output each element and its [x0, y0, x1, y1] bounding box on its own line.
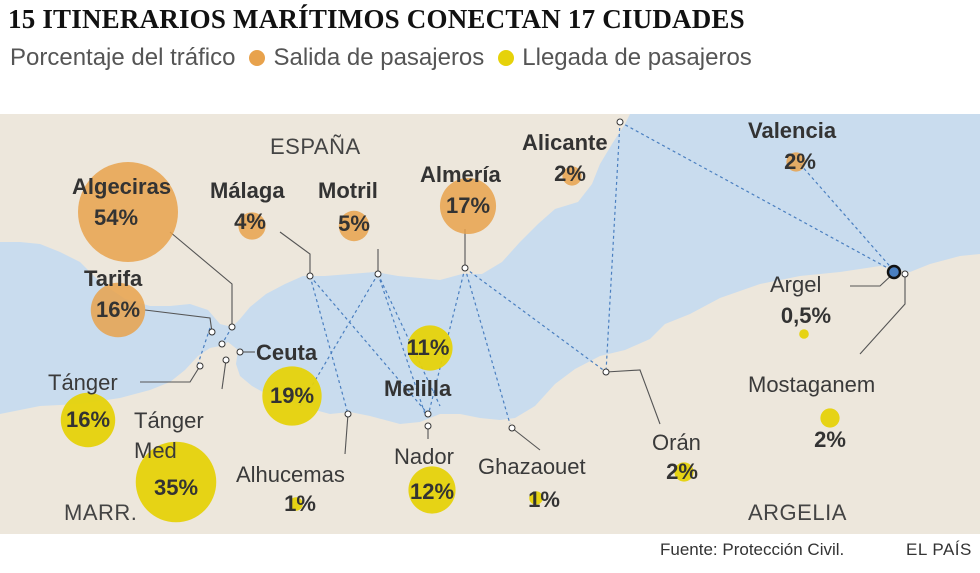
region-algeria: ARGELIA: [748, 500, 847, 525]
region-spain: ESPAÑA: [270, 134, 361, 159]
bubble-ceuta: [262, 366, 322, 426]
city-name-tarifa: Tarifa: [84, 266, 143, 291]
legend: Porcentaje del tráfico Salida de pasajer…: [10, 44, 752, 72]
land-spain: [0, 114, 630, 327]
bubble-argel: [799, 329, 809, 339]
city-name-ceuta: Ceuta: [256, 340, 318, 365]
bubble-algeciras: [78, 162, 178, 262]
bubble-tanger: [60, 392, 116, 448]
pct-valencia: 2%: [784, 149, 816, 174]
bubble-nador: [408, 466, 456, 514]
pct-malaga: 4%: [234, 209, 266, 234]
pct-motril: 5%: [338, 211, 370, 236]
port-markers: [196, 118, 909, 432]
legend-departure-label: Salida de pasajeros: [273, 44, 485, 71]
bubble-oran: [674, 462, 694, 482]
city-name-nador: Nador: [394, 444, 454, 469]
pct-alhucemas: 1%: [284, 491, 316, 516]
city-name-motril: Motril: [318, 178, 378, 203]
legend-label: Porcentaje del tráfico: [10, 44, 236, 71]
bubble-melilla: [407, 325, 453, 371]
legend-arrival-label: Llegada de pasajeros: [522, 44, 752, 71]
pct-mostaganem: 2%: [814, 427, 846, 452]
arrival-swatch: [498, 50, 515, 66]
routes: [197, 121, 896, 425]
bubble-valencia: [786, 152, 806, 172]
city-name-almeria: Almería: [420, 162, 501, 187]
city-name-algeciras: Algeciras: [72, 174, 172, 199]
departure-swatch: [249, 50, 266, 66]
leader-lines: [140, 229, 906, 455]
bubble-alicante: [562, 166, 582, 186]
bubble-almeria: [439, 177, 497, 235]
bubble-tarifa: [90, 282, 146, 338]
city-name-tanger-med: Tánger Med: [134, 408, 204, 463]
map-area: ESPAÑA MARR. ARGELIA Algeciras Tarifa Má…: [0, 114, 980, 534]
city-name-alicante: Alicante: [522, 130, 608, 155]
city-name-alhucemas: Alhucemas: [236, 462, 345, 487]
land-north-africa: [0, 254, 980, 534]
pct-melilla: 11%: [406, 335, 450, 360]
pct-alicante: 2%: [554, 161, 586, 186]
city-name-valencia: Valencia: [748, 118, 837, 143]
bubbles: [60, 152, 840, 523]
source-note: Fuente: Protección Civil.: [660, 540, 845, 559]
city-name-oran: Orán: [652, 430, 701, 455]
valencia-port-marker: [886, 264, 902, 280]
bubble-tanger-med: [135, 441, 217, 523]
pct-ghazaouet: 1%: [528, 487, 560, 512]
city-name-malaga: Málaga: [210, 178, 285, 203]
pct-ceuta: 19%: [269, 383, 315, 408]
pct-argel: 0,5%: [780, 303, 832, 328]
bubble-mostaganem: [820, 408, 840, 428]
bubble-alhucemas: [289, 497, 303, 511]
city-name-ghazaouet: Ghazaouet: [478, 454, 586, 479]
pct-tanger-med: 35%: [153, 475, 199, 500]
pct-tanger: 16%: [65, 407, 111, 432]
city-name-tanger: Tánger: [48, 370, 118, 395]
city-name-argel: Argel: [770, 272, 822, 297]
region-morocco: MARR.: [64, 500, 138, 525]
brand-logo: EL PAÍS: [906, 540, 972, 559]
pct-nador: 12%: [409, 479, 455, 504]
city-name-mostaganem: Mostaganem: [748, 372, 876, 397]
pct-almeria: 17%: [445, 193, 491, 218]
pct-oran: 2%: [666, 459, 698, 484]
bubble-malaga: [238, 212, 266, 240]
pct-algeciras: 54%: [93, 205, 139, 230]
map-title: 15 ITINERARIOS MARÍTIMOS CONECTAN 17 CIU…: [8, 4, 745, 34]
pct-tarifa: 16%: [95, 297, 141, 322]
bubble-ghazaouet: [529, 491, 543, 505]
map-canvas: [0, 114, 980, 534]
bubble-motril: [338, 210, 370, 242]
city-name-melilla: Melilla: [384, 376, 452, 401]
